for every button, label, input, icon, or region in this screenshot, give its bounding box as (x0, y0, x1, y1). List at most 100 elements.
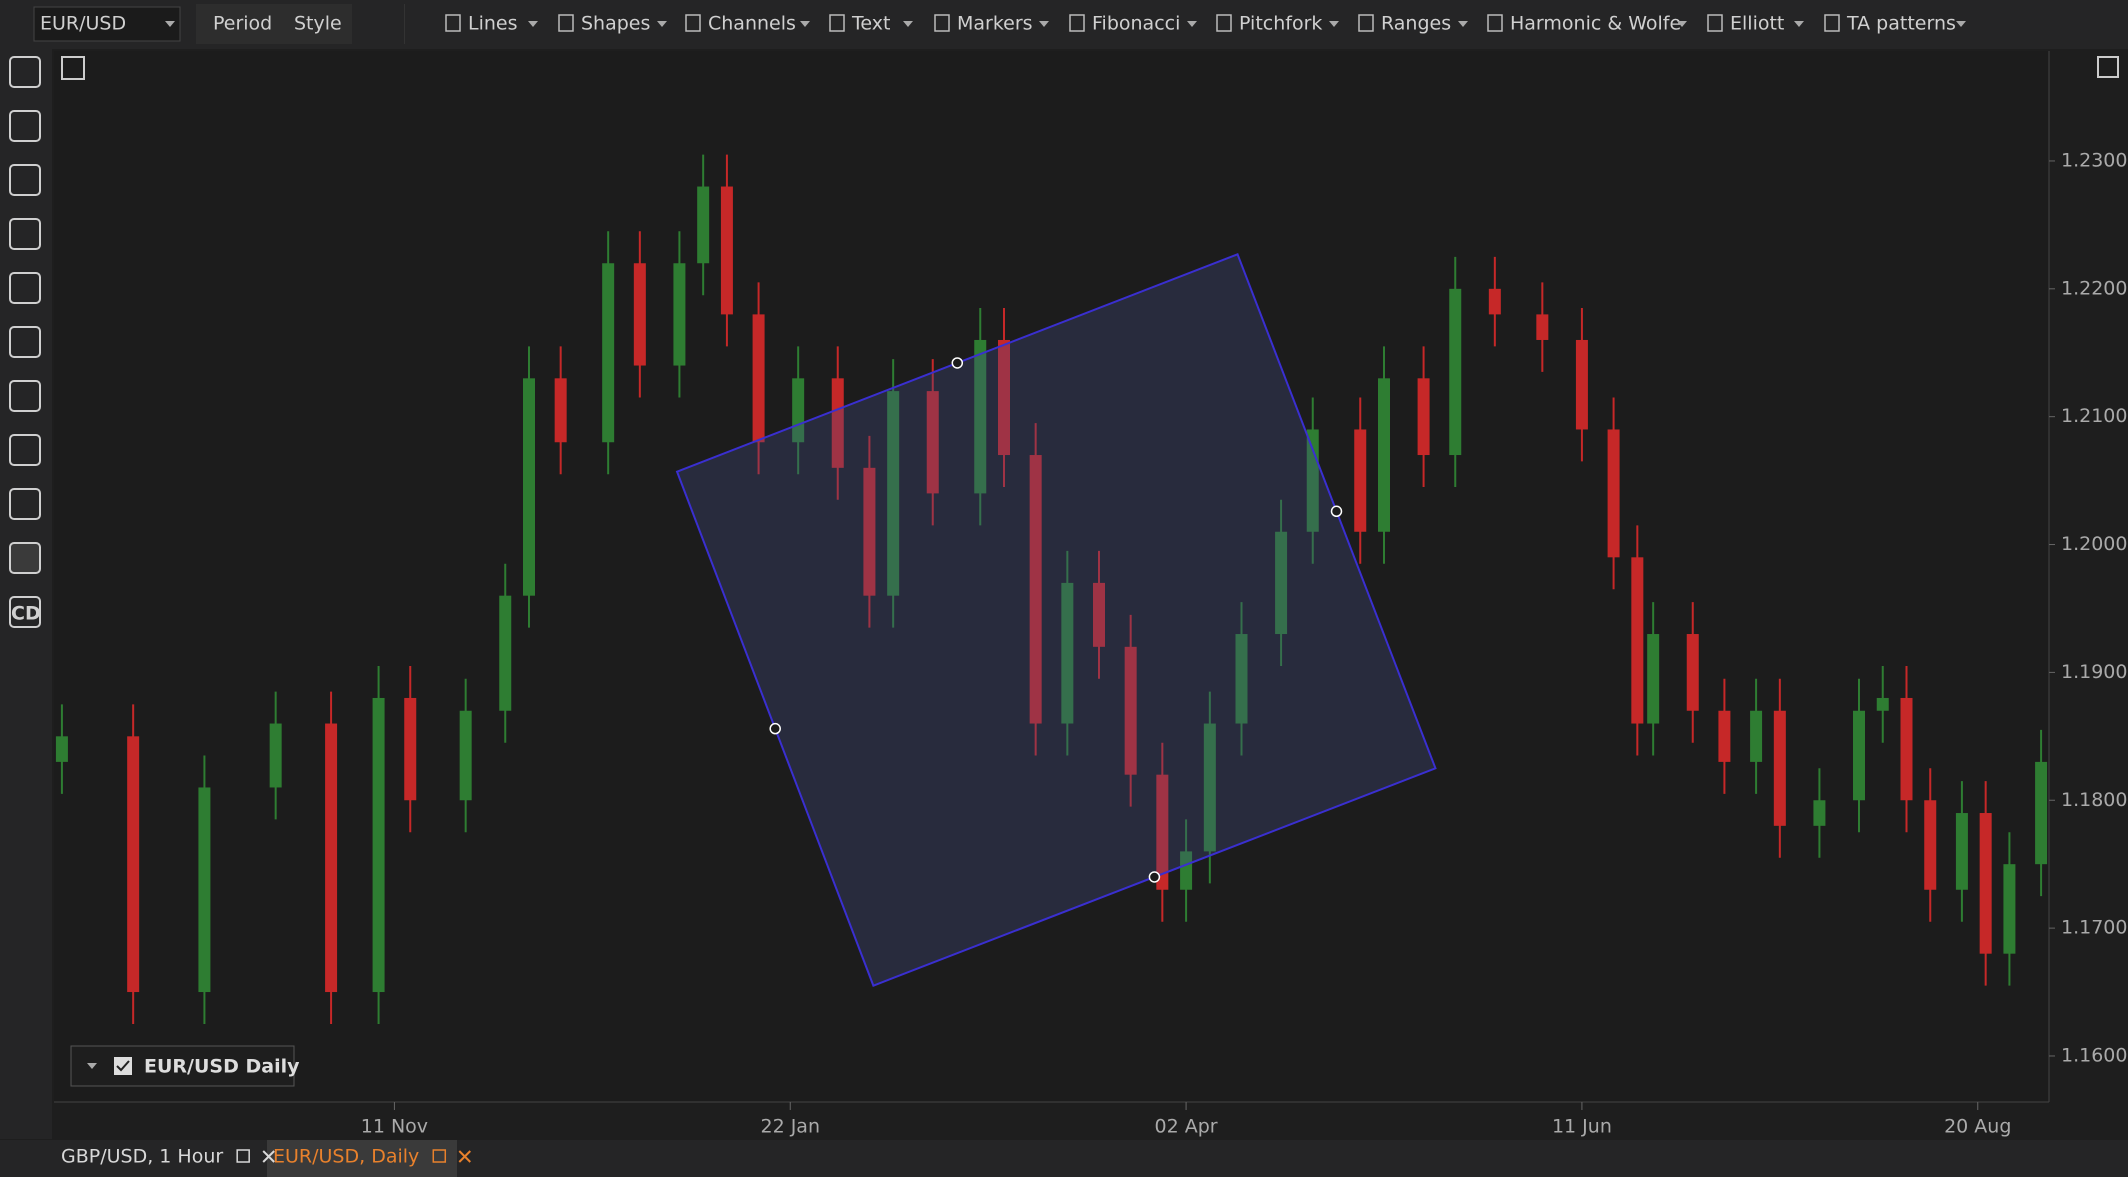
tab-icon (236, 1149, 250, 1163)
rectangle-drawing[interactable] (675, 253, 1437, 987)
y-tick-label: 1.23000 (2061, 149, 2128, 171)
candle-body (325, 723, 338, 993)
y-tick-label: 1.21000 (2061, 405, 2128, 427)
dropdown-arrow (903, 21, 913, 27)
plot-area (54, 51, 2049, 1102)
drawing-handle[interactable] (1148, 871, 1161, 883)
x-tick-label: 11 Nov (361, 1116, 428, 1138)
dropdown-arrow (528, 21, 538, 27)
tab-icon (432, 1149, 447, 1163)
y-tick-label: 1.18000 (2061, 789, 2128, 811)
candle-body (1686, 634, 1699, 711)
tool-icon (1487, 14, 1503, 32)
candle-body (1156, 774, 1169, 890)
candle-body (55, 736, 68, 762)
toolbar-button[interactable]: Period (213, 13, 272, 35)
toolbar-tool[interactable]: Fibonacci (1092, 13, 1180, 35)
active-tab[interactable] (267, 1140, 457, 1177)
candle-body (404, 697, 417, 801)
sidebar-tool[interactable] (9, 56, 41, 88)
toolbar-tool[interactable]: Harmonic & Wolfe (1510, 13, 1681, 35)
sidebar-tool[interactable] (9, 542, 41, 574)
toolbar-tool[interactable]: Markers (957, 13, 1033, 35)
sidebar-tool[interactable] (9, 272, 41, 304)
candle-body (1536, 314, 1549, 340)
x-tick-label: 02 Apr (1155, 1116, 1218, 1138)
dropdown-arrow (1956, 21, 1966, 27)
candle-body (1773, 710, 1786, 826)
candle-body (1124, 646, 1137, 775)
toolbar-tool[interactable]: Elliott (1730, 13, 1784, 35)
tool-icon (1069, 14, 1085, 32)
dropdown-arrow (1187, 21, 1197, 27)
dropdown-arrow (1039, 21, 1049, 27)
sidebar (0, 49, 52, 1139)
toolbar-tool[interactable]: Channels (708, 13, 796, 35)
panel-icon[interactable] (2097, 56, 2119, 78)
candle-body (1607, 429, 1620, 558)
toolbar-button[interactable]: Style (294, 13, 342, 35)
candle-body (554, 378, 567, 443)
symbol[interactable]: EUR/USD (40, 13, 126, 35)
tab-label[interactable]: EUR/USD, Daily (273, 1146, 419, 1168)
sidebar-tool[interactable] (9, 488, 41, 520)
check (116, 1060, 130, 1072)
toolbar-tool[interactable]: TA patterns (1846, 13, 1956, 35)
tool-icon (829, 14, 845, 32)
y-tick-label: 1.16000 (2061, 1044, 2128, 1066)
candle-body (1750, 710, 1763, 762)
x-tick-label: 20 Aug (1944, 1116, 2011, 1138)
legend-toggle[interactable] (87, 1063, 97, 1069)
tab-close[interactable] (262, 1150, 275, 1163)
candle-body (2035, 761, 2048, 865)
drawing-handle[interactable] (1330, 505, 1343, 518)
tab-close[interactable] (458, 1150, 471, 1163)
cd-button[interactable]: CD (11, 603, 41, 625)
toolbar-tool[interactable]: Pitchfork (1239, 13, 1322, 35)
x-tick-label: 22 Jan (760, 1116, 820, 1138)
drawing-handle[interactable] (769, 722, 781, 735)
toolbar-tool[interactable]: Shapes (581, 13, 650, 35)
candle-body (673, 263, 686, 366)
x-tick-label: 11 Jun (1552, 1116, 1612, 1138)
candle-body (863, 467, 876, 596)
candle-body (499, 595, 512, 711)
candle-body (602, 263, 615, 443)
candle-body (1631, 557, 1644, 724)
legend-box (70, 1045, 295, 1087)
tool-icon (934, 14, 950, 32)
candle-body (127, 736, 140, 993)
tab-label[interactable]: GBP/USD, 1 Hour (61, 1146, 223, 1168)
candle-body (459, 710, 472, 801)
candle-body (752, 314, 765, 443)
dropdown-arrow (1458, 21, 1468, 27)
dropdown-arrow (1677, 21, 1687, 27)
toolbar-tool[interactable]: Text (851, 13, 890, 35)
candle-body (998, 339, 1010, 456)
candle-body (1900, 697, 1913, 801)
candle-body (974, 339, 987, 494)
tool-icon (445, 14, 461, 32)
toolbar-tool[interactable]: Ranges (1381, 13, 1451, 35)
toolbar-tool[interactable]: Lines (468, 13, 518, 35)
candle-body (269, 723, 282, 788)
sidebar-tool[interactable] (9, 434, 41, 466)
drawing-handle[interactable] (951, 357, 964, 369)
sidebar-tool[interactable] (9, 326, 41, 358)
candle-body (1924, 800, 1937, 890)
sidebar-tool[interactable] (9, 110, 41, 142)
sidebar-tool[interactable] (9, 596, 41, 628)
toolbar (0, 0, 2128, 49)
legend-checkbox[interactable] (114, 1057, 132, 1075)
panel-icon[interactable] (61, 56, 85, 80)
tool-icon (1707, 14, 1723, 32)
button-group (196, 4, 352, 44)
y-tick-label: 1.19000 (2061, 661, 2128, 683)
symbol-box[interactable] (33, 6, 181, 42)
sidebar-tool[interactable] (9, 380, 41, 412)
y-tick-label: 1.17000 (2061, 917, 2128, 939)
candle-body (1203, 723, 1216, 852)
sidebar-tool[interactable] (9, 218, 41, 250)
sidebar-tool[interactable] (9, 164, 41, 196)
candle-body (1029, 455, 1042, 724)
